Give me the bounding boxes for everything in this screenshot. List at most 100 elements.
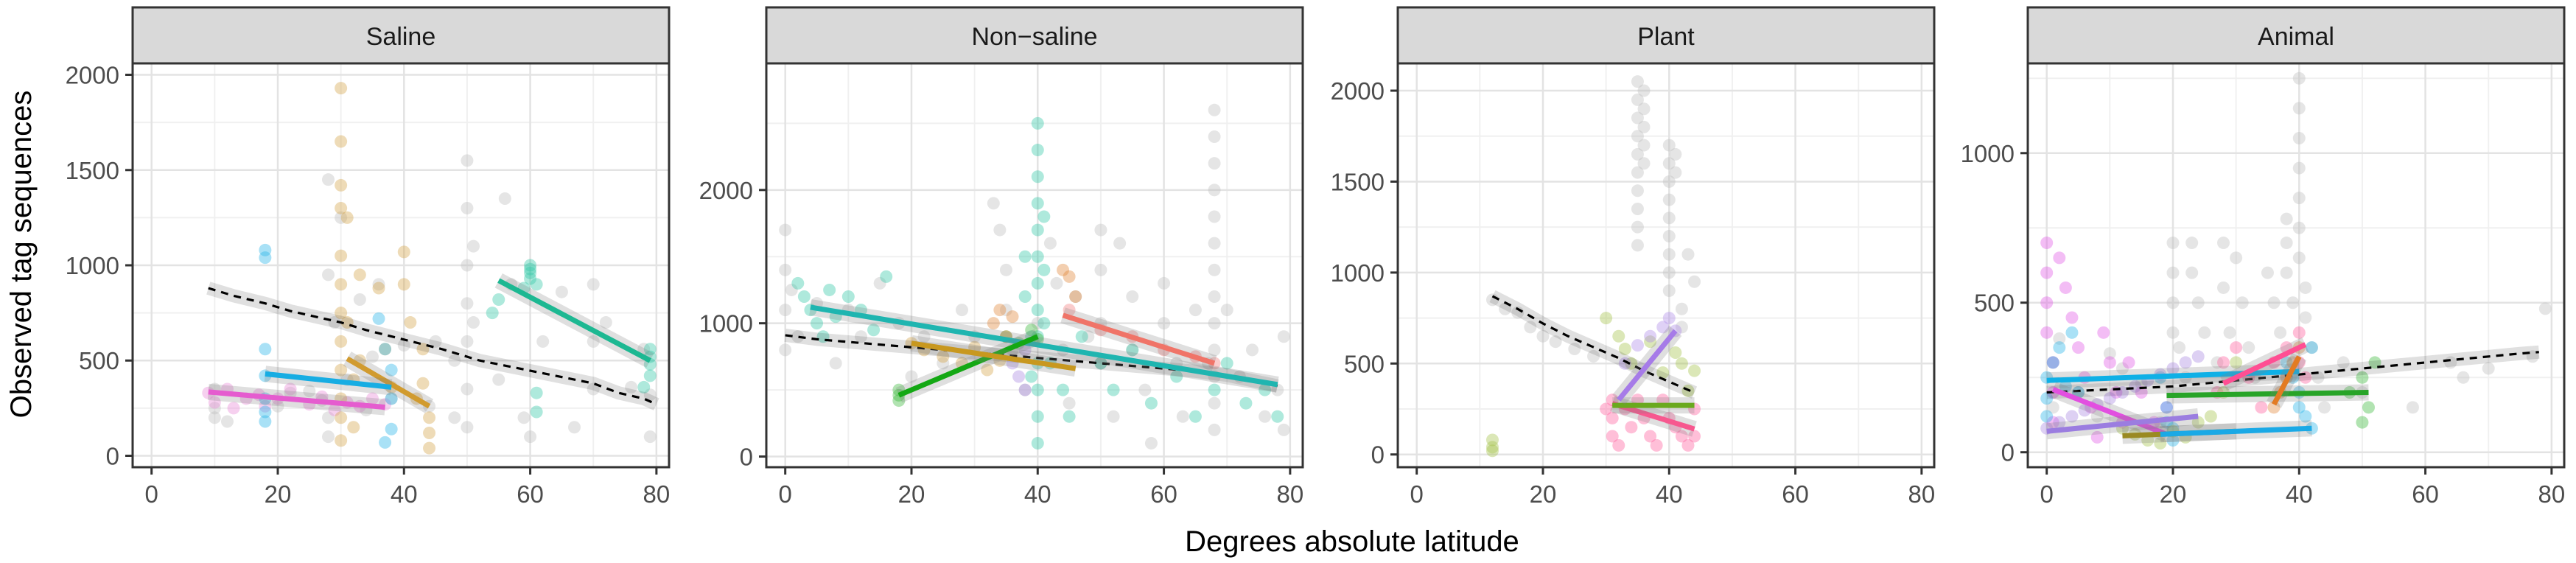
y-tick-label: 0 (106, 442, 119, 469)
data-point (1208, 290, 1221, 304)
y-tick-label: 2000 (1331, 77, 1385, 105)
data-point (466, 316, 480, 329)
series-fit-line-2 (2051, 387, 2168, 437)
data-point (1612, 438, 1625, 452)
data-point (220, 415, 234, 428)
data-point (397, 278, 410, 291)
data-point (987, 197, 1000, 210)
data-point (2059, 281, 2072, 294)
data-point (1631, 75, 1644, 88)
data-point (999, 304, 1012, 317)
data-point (1637, 157, 1651, 170)
data-point (811, 317, 824, 330)
series-fit-line-3 (265, 371, 392, 390)
data-point (993, 223, 1007, 237)
data-point (999, 263, 1012, 276)
y-tick-label: 1000 (66, 252, 119, 279)
data-point (1189, 410, 1202, 423)
data-point (1618, 343, 1631, 356)
data-point (328, 403, 341, 416)
data-point (1012, 370, 1026, 383)
data-point (2267, 401, 2281, 414)
data-point (1631, 239, 1644, 252)
data-point (1208, 343, 1221, 357)
x-tick-label: 0 (145, 480, 158, 508)
data-point (259, 399, 272, 413)
x-tick-label: 80 (2538, 480, 2566, 508)
data-point (2255, 401, 2268, 414)
data-point (2299, 410, 2312, 423)
data-point (1189, 304, 1202, 317)
data-point (335, 434, 348, 447)
data-point (379, 436, 392, 449)
y-tick-label: 1500 (66, 157, 119, 184)
data-point (1662, 230, 1676, 243)
data-point (1031, 410, 1044, 423)
data-point (987, 317, 1000, 330)
data-point (461, 201, 474, 214)
data-point (2311, 371, 2325, 384)
data-point (2046, 416, 2059, 429)
data-point (2090, 430, 2104, 444)
data-point (1259, 410, 1272, 423)
data-point (1037, 210, 1051, 223)
data-point (2217, 356, 2230, 369)
data-point (530, 386, 543, 399)
data-point (1107, 410, 1120, 423)
data-point (2166, 362, 2180, 375)
plot-background (2028, 63, 2564, 467)
data-point (1681, 248, 1695, 261)
data-point (524, 430, 537, 444)
data-point (208, 402, 221, 415)
data-point (854, 330, 867, 343)
facet-strip (1396, 6, 1936, 65)
x-tick-label: 60 (1782, 480, 1809, 508)
data-point (1126, 343, 1139, 357)
data-point (1075, 330, 1088, 343)
data-point (2362, 401, 2375, 414)
data-point (2280, 237, 2293, 250)
data-point (2305, 341, 2318, 354)
y-tick-label: 500 (1344, 350, 1385, 377)
data-point (1625, 421, 1638, 434)
data-point (2046, 356, 2059, 369)
data-point (1600, 312, 1613, 325)
y-tick-label: 1000 (699, 310, 753, 338)
data-point (1662, 312, 1676, 325)
data-point (1031, 250, 1044, 263)
data-point (643, 369, 657, 382)
data-point (1138, 383, 1152, 396)
data-point (1675, 430, 1688, 443)
data-point (1063, 396, 1076, 410)
data-point (1662, 211, 1676, 225)
data-point (1662, 193, 1676, 206)
series-fit-line-3 (911, 340, 1077, 371)
y-tick-label: 1000 (1331, 259, 1385, 287)
data-point (1618, 357, 1631, 370)
data-point (1043, 237, 1057, 250)
data-point (587, 382, 600, 396)
data-point (1662, 175, 1676, 188)
data-point (568, 421, 581, 434)
data-point (867, 324, 881, 337)
x-tick-label: 20 (898, 480, 925, 508)
data-point (2072, 341, 2085, 354)
data-point (2040, 326, 2054, 339)
data-point (1208, 237, 1221, 250)
data-point (880, 270, 893, 283)
data-point (1006, 310, 1019, 324)
data-point (2356, 371, 2369, 384)
data-point (2318, 401, 2331, 414)
data-point (1208, 183, 1221, 197)
data-point (335, 278, 348, 291)
data-point (1158, 276, 1171, 290)
data-point (2166, 326, 2180, 339)
data-point (1485, 433, 1499, 447)
data-point (486, 307, 499, 320)
data-point (1031, 304, 1044, 317)
data-point (429, 335, 442, 348)
data-point (1631, 166, 1644, 179)
data-point (1057, 383, 1070, 396)
data-point (461, 335, 474, 348)
data-point (587, 335, 600, 348)
